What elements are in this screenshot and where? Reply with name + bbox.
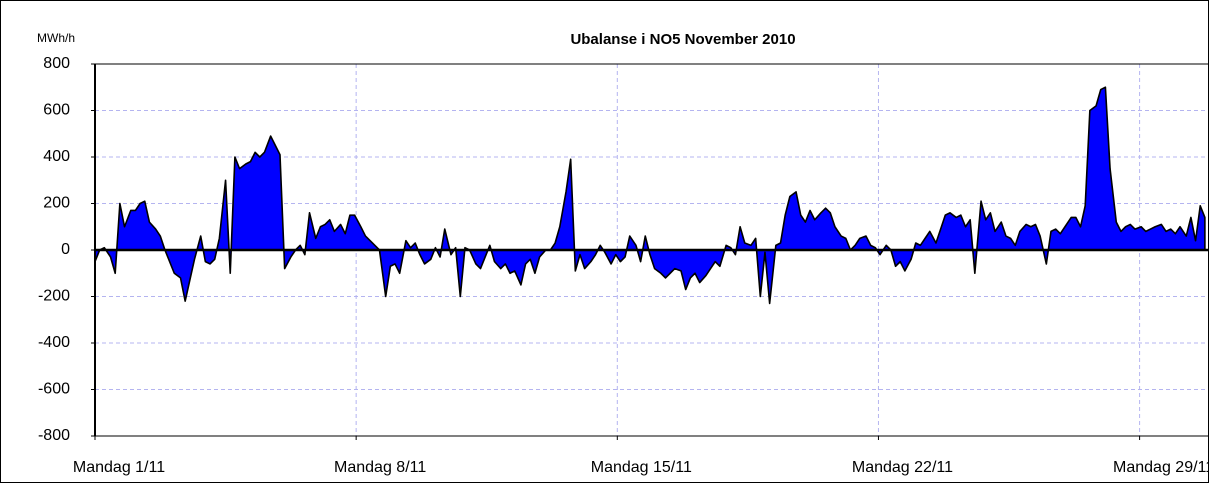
y-tick-label: 600 [43, 102, 70, 119]
x-tick-label: Mandag 1/11 [73, 459, 165, 476]
x-tick-label: Mandag 15/11 [591, 459, 692, 476]
y-tick-label: -400 [38, 334, 70, 351]
chart-title: Ubalanse i NO5 November 2010 [570, 31, 795, 48]
y-axis-label: MWh/h [37, 31, 75, 45]
x-tick-label: Mandag 29/11 [1113, 459, 1209, 476]
y-tick-label: 200 [43, 195, 70, 212]
y-tick-label: 0 [61, 241, 70, 258]
y-tick-label: -600 [38, 381, 70, 398]
y-tick-label: -800 [38, 427, 70, 444]
x-tick-label: Mandag 8/11 [334, 459, 426, 476]
y-tick-label: 400 [43, 148, 70, 165]
y-tick-label: -200 [38, 288, 70, 305]
x-tick-label: Mandag 22/11 [852, 459, 953, 476]
y-tick-label: 800 [43, 55, 70, 72]
